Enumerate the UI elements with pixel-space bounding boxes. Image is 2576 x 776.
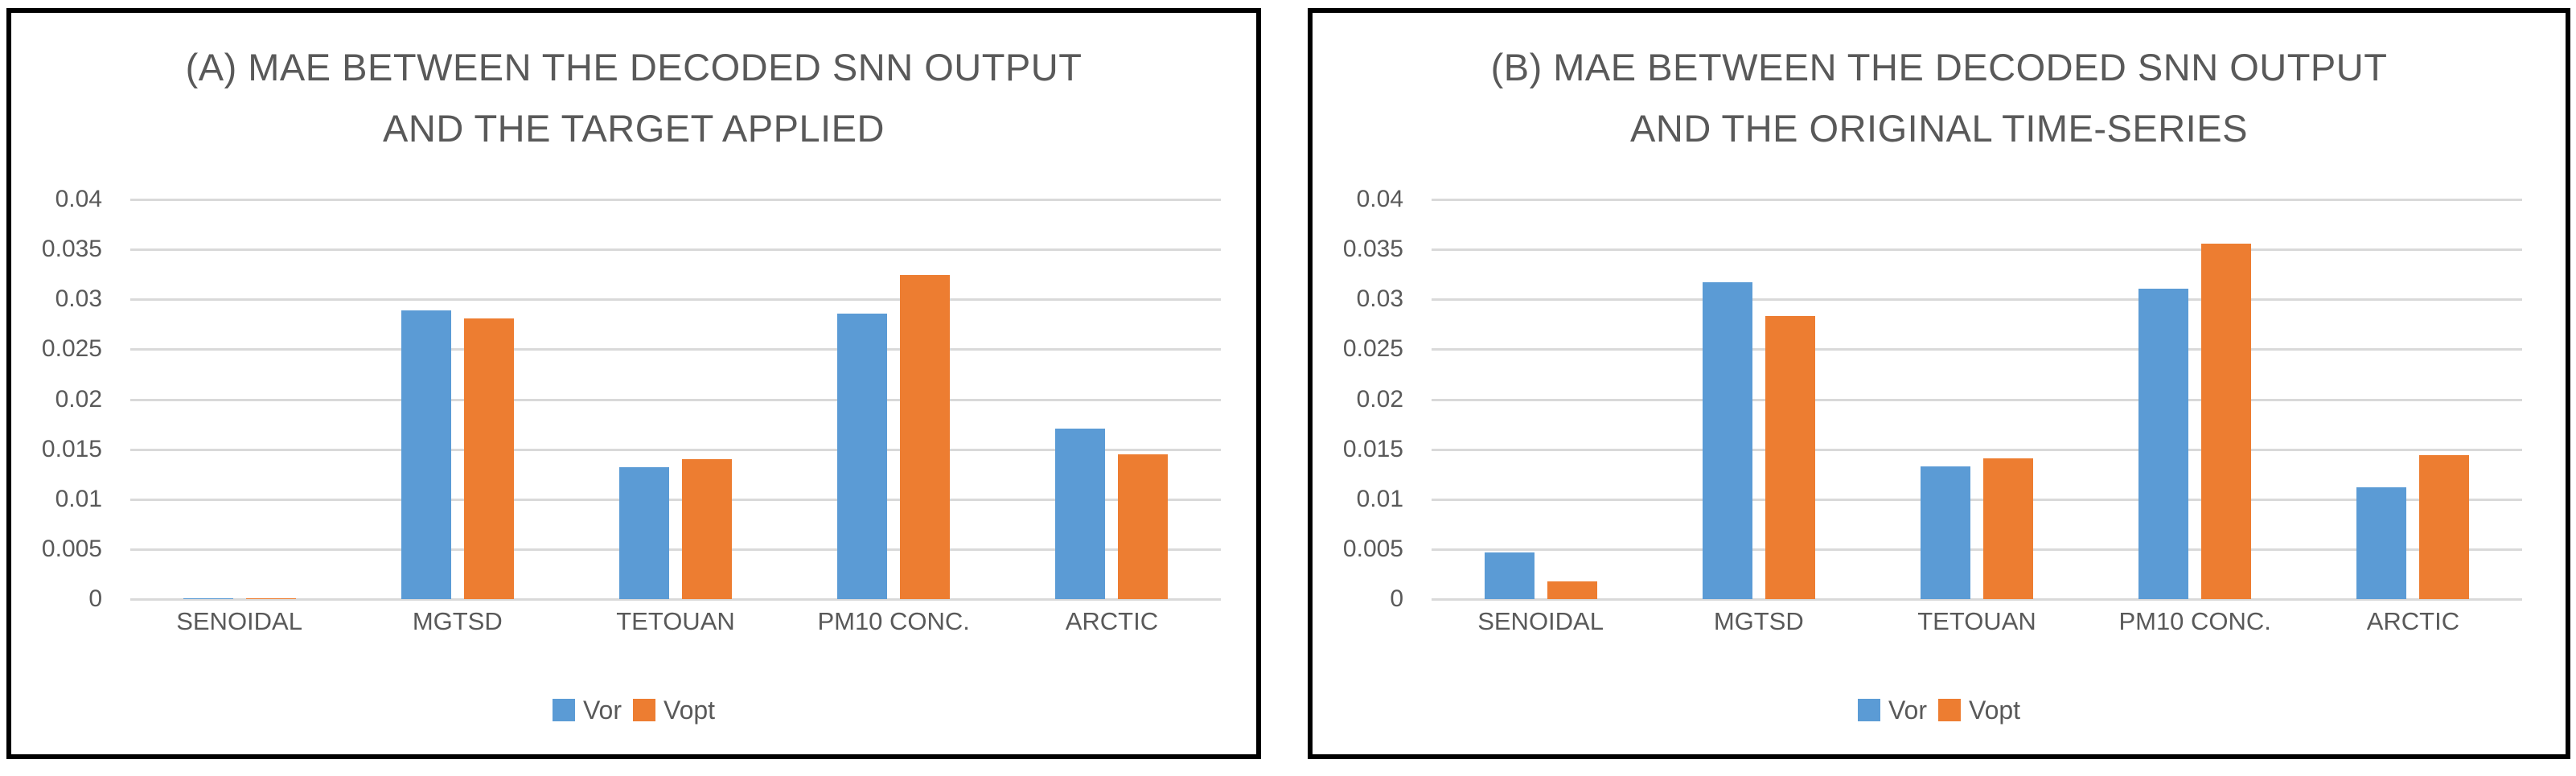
bar-vopt-mgtsd xyxy=(1765,316,1815,599)
chart-panel-b: (B) MAE BETWEEN THE DECODED SNN OUTPUT A… xyxy=(1308,8,2570,759)
bar-vopt-pm10-conc xyxy=(2201,243,2252,599)
chart-panel-a: (A) MAE BETWEEN THE DECODED SNN OUTPUT A… xyxy=(6,8,1261,759)
gridline xyxy=(130,548,1221,551)
bar-vor-mgtsd xyxy=(1702,282,1752,599)
legend: Vor Vopt xyxy=(1313,693,2566,727)
legend-label: Vopt xyxy=(1968,696,2021,725)
bar-vopt-senoidal xyxy=(1547,581,1597,599)
y-axis-tick-label: 0.015 xyxy=(41,435,102,462)
y-axis-tick-label: 0.02 xyxy=(1356,385,1403,413)
y-axis-tick-label: 0.025 xyxy=(41,335,102,363)
y-axis-tick-label: 0 xyxy=(1390,585,1403,612)
gridline xyxy=(1432,548,2522,551)
bar-vopt-arctic xyxy=(2419,455,2470,599)
legend-swatch-icon xyxy=(1937,699,1961,721)
plot-area: 0 0.005 0.01 0.015 0.02 0.025 0.03 0.035 0.04 SEN… xyxy=(11,13,1256,754)
x-axis-category-label: SENOIDAL xyxy=(176,607,302,635)
gridline xyxy=(1432,199,2522,201)
x-axis-category-label: MGTSD xyxy=(412,607,503,635)
legend-label: Vor xyxy=(1888,696,1927,725)
gridline xyxy=(130,199,1221,201)
gridline xyxy=(1432,498,2522,501)
y-axis-tick-label: 0.04 xyxy=(55,186,102,212)
x-axis-category-label: PM10 CONC. xyxy=(2118,607,2271,635)
x-axis-category-label: MGTSD xyxy=(1713,607,1804,635)
y-axis-tick-label: 0.015 xyxy=(1342,435,1403,462)
bar-vopt-tetouan xyxy=(1983,458,2033,599)
bar-vor-pm10-conc xyxy=(837,313,888,599)
plot-area: 0 0.005 0.01 0.015 0.02 0.025 0.03 0.035 0.04 SEN… xyxy=(1313,13,2566,754)
y-axis-tick-label: 0.035 xyxy=(1342,236,1403,263)
bar-vor-tetouan xyxy=(1921,466,1970,599)
gridline xyxy=(1432,348,2522,351)
bar-vor-pm10-conc xyxy=(2138,288,2189,599)
gridline xyxy=(1432,398,2522,401)
chart-title-line: AND THE ORIGINAL TIME-SERIES xyxy=(1630,107,2248,150)
bar-vopt-arctic xyxy=(1118,454,1169,599)
x-axis-category-label: PM10 CONC. xyxy=(817,607,970,635)
legend-item-vopt: Vopt xyxy=(1937,693,2021,727)
x-axis-category-label: SENOIDAL xyxy=(1477,607,1604,635)
y-axis-tick-label: 0.04 xyxy=(1356,186,1403,212)
bar-vor-arctic xyxy=(2356,487,2407,599)
gridline xyxy=(130,498,1221,501)
gridline xyxy=(1432,598,2522,601)
y-axis-tick-label: 0.02 xyxy=(55,385,102,413)
bar-vor-mgtsd xyxy=(401,310,451,599)
x-axis-category-label: ARCTIC xyxy=(1065,607,1159,635)
bar-vopt-tetouan xyxy=(682,459,732,599)
chart-title: (B) MAE BETWEEN THE DECODED SNN OUTPUT A… xyxy=(1313,37,2566,159)
chart-title-line: (A) MAE BETWEEN THE DECODED SNN OUTPUT xyxy=(185,46,1083,88)
gridline xyxy=(1432,248,2522,252)
y-axis-tick-label: 0.035 xyxy=(41,236,102,263)
gridline xyxy=(130,248,1221,252)
gridline xyxy=(130,398,1221,401)
gridline xyxy=(130,298,1221,302)
y-axis-tick-label: 0.03 xyxy=(1356,285,1403,313)
y-axis-tick-label: 0.025 xyxy=(1342,335,1403,363)
gridline xyxy=(1432,448,2522,451)
bar-vor-arctic xyxy=(1055,428,1106,599)
gridline xyxy=(1432,298,2522,302)
chart-title-line: (B) MAE BETWEEN THE DECODED SNN OUTPUT xyxy=(1490,46,2388,88)
y-axis-tick-label: 0.03 xyxy=(55,285,102,313)
legend: Vor Vopt xyxy=(11,693,1256,727)
gridline xyxy=(130,348,1221,351)
legend-label: Vor xyxy=(582,696,622,725)
y-axis-tick-label: 0.005 xyxy=(41,535,102,562)
legend-swatch-icon xyxy=(632,699,655,721)
bar-vor-tetouan xyxy=(619,466,669,599)
legend-item-vor: Vor xyxy=(1857,693,1927,727)
x-axis-category-label: ARCTIC xyxy=(2366,607,2460,635)
bar-vopt-pm10-conc xyxy=(900,275,951,599)
chart-title-line: AND THE TARGET APPLIED xyxy=(383,107,885,150)
legend-swatch-icon xyxy=(1857,699,1880,721)
chart-title: (A) MAE BETWEEN THE DECODED SNN OUTPUT A… xyxy=(11,37,1256,159)
bar-vor-senoidal xyxy=(183,597,233,599)
y-axis-tick-label: 0.01 xyxy=(55,485,102,512)
x-axis-category-label: TETOUAN xyxy=(1917,607,2036,635)
bar-vopt-mgtsd xyxy=(463,318,514,599)
bar-vor-senoidal xyxy=(1484,552,1535,599)
legend-item-vor: Vor xyxy=(552,693,622,727)
y-axis-tick-label: 0 xyxy=(88,585,102,612)
legend-label: Vopt xyxy=(663,696,716,725)
x-axis-category-label: TETOUAN xyxy=(616,607,735,635)
y-axis-tick-label: 0.01 xyxy=(1356,485,1403,512)
bar-vopt-senoidal xyxy=(245,597,296,599)
legend-item-vopt: Vopt xyxy=(632,693,716,727)
y-axis-tick-label: 0.005 xyxy=(1342,535,1403,562)
gridline xyxy=(130,448,1221,451)
legend-swatch-icon xyxy=(552,699,575,721)
gridline xyxy=(130,598,1221,601)
